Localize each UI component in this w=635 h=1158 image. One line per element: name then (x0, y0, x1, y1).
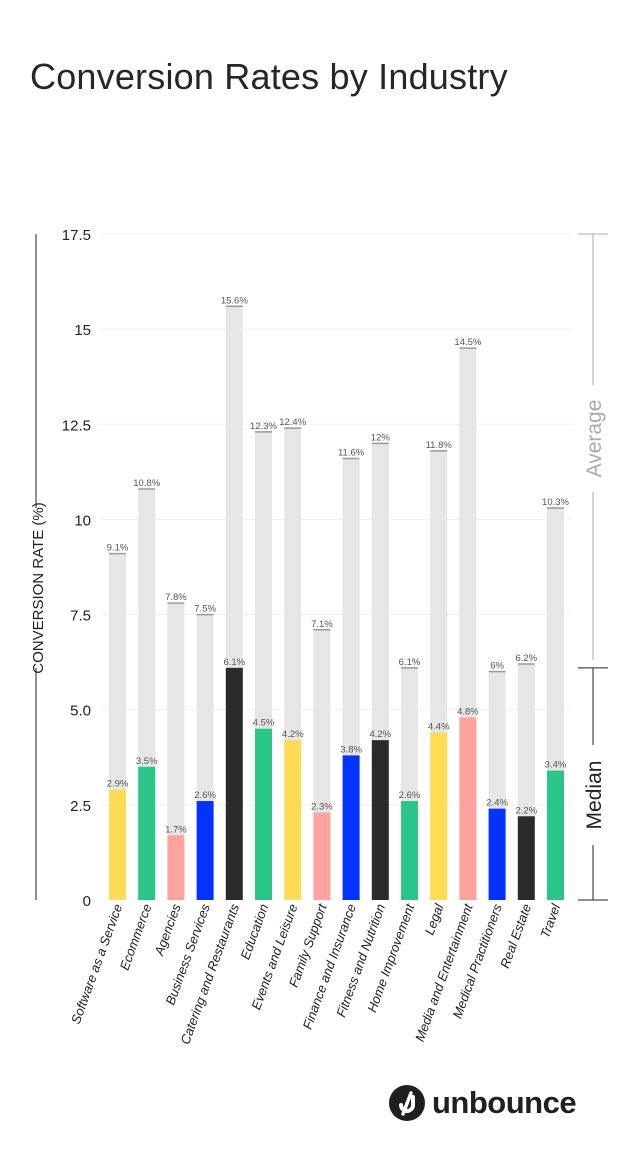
average-value-label: 10.8% (133, 478, 160, 489)
average-value-label: 11.8% (426, 440, 453, 451)
median-bar (547, 770, 564, 900)
y-axis-ticks: 0 2.5 5.0 7.5 10 12.5 15 17.5 (62, 227, 91, 910)
median-bar (313, 812, 331, 900)
brand-name: unbounce (432, 1085, 577, 1120)
average-value-label: 6.2% (515, 653, 537, 664)
median-bar (488, 808, 506, 900)
median-value-label: 6.1% (223, 657, 245, 668)
average-legend-label: Average (583, 400, 606, 478)
median-bar (284, 740, 302, 900)
legend-brackets: Average Median (578, 233, 608, 901)
x-axis-labels: Software as a ServiceEcommerceAgenciesBu… (68, 901, 564, 1047)
median-bar (138, 766, 156, 900)
x-tick-label: Legal (422, 901, 447, 937)
average-value-label: 10.3% (542, 497, 569, 508)
median-value-label: 4.2% (282, 729, 304, 740)
y-tick-label: 17.5 (62, 227, 91, 244)
average-value-label: 12.3% (250, 421, 277, 432)
y-tick-label: 15 (74, 322, 91, 339)
average-value-label: 11.6% (338, 448, 365, 459)
median-value-label: 4.8% (457, 706, 479, 717)
x-tick-label: Software as a Service (68, 902, 125, 1026)
median-value-label: 2.4% (486, 798, 508, 809)
median-value-label: 3.4% (545, 760, 567, 771)
x-tick-label: Travel (537, 901, 563, 940)
median-bar (255, 728, 272, 900)
y-tick-label: 10 (74, 512, 91, 529)
median-value-label: 3.8% (340, 744, 362, 755)
median-legend-label: Median (583, 761, 606, 830)
average-value-label: 14.5% (454, 337, 481, 348)
x-tick-label: Agencies (151, 901, 184, 958)
median-value-label: 1.7% (165, 824, 187, 835)
median-bar (167, 835, 185, 900)
y-axis-title-bg (28, 508, 44, 668)
y-axis-title: CONVERSION RATE (%) (30, 502, 47, 673)
median-bar (109, 789, 126, 900)
median-bars: 2.9% 3.5% 1.7% 2.6% 6.1% 4.5% 4.2% 2.3% 3.8% 4.2%… (107, 657, 567, 900)
median-value-label: 2.6% (194, 790, 216, 801)
average-value-label: 15.6% (221, 295, 248, 306)
unbounce-logo: unbounce (388, 1084, 577, 1122)
median-bar (225, 667, 243, 900)
y-tick-label: 5.0 (70, 703, 91, 720)
median-bar (401, 801, 418, 900)
median-value-label: 2.3% (311, 801, 333, 812)
median-value-label: 4.5% (253, 718, 275, 729)
median-value-label: 3.5% (136, 756, 158, 767)
x-tick-label: Education (237, 902, 271, 961)
average-value-label: 12.4% (279, 417, 306, 428)
median-value-label: 4.2% (369, 729, 391, 740)
median-bar (459, 717, 477, 900)
median-bar (517, 816, 535, 900)
median-value-label: 2.6% (399, 790, 421, 801)
unbounce-logo-icon (389, 1085, 425, 1121)
page-title: Conversion Rates by Industry (30, 56, 508, 97)
median-value-label: 4.4% (428, 722, 450, 733)
y-tick-label: 12.5 (62, 417, 91, 434)
y-tick-label: 7.5 (70, 608, 91, 625)
y-tick-label: 2.5 (70, 798, 91, 815)
y-tick-label: 0 (83, 893, 91, 910)
average-value-label: 9.1% (107, 543, 129, 554)
average-value-label: 7.1% (311, 619, 333, 630)
average-value-label: 7.5% (194, 604, 216, 615)
average-value-label: 6% (490, 661, 504, 672)
median-bar (430, 732, 448, 900)
chart: 9.1% 10.8% 7.8% 7.5% 15.6% 12.3% 12.4% 7.1% 11.6… (28, 227, 608, 1047)
average-bar (167, 603, 185, 900)
average-value-label: 6.1% (399, 657, 421, 668)
median-bar (342, 755, 360, 900)
median-value-label: 2.2% (515, 805, 537, 816)
average-value-label: 7.8% (165, 592, 187, 603)
median-bar (371, 740, 389, 900)
average-value-label: 12% (371, 432, 391, 443)
median-bar (196, 801, 214, 900)
median-value-label: 2.9% (107, 779, 129, 790)
